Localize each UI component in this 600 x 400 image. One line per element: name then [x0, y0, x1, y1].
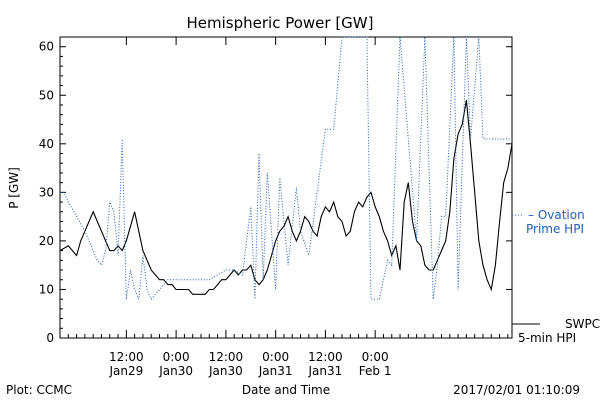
x-tick-label: 12:00	[308, 350, 343, 364]
legend-ovation: – Ovation Prime HPI	[512, 208, 585, 236]
x-tick-date-label: Jan30	[158, 364, 193, 378]
x-axis: 12:00Jan290:00Jan3012:00Jan300:00Jan3112…	[67, 37, 509, 378]
series-line-ovation-prime-hpi	[60, 36, 512, 301]
legend-ovation-line1: – Ovation	[528, 208, 585, 222]
x-tick-label: 12:00	[109, 350, 144, 364]
x-tick-date-label: Feb 1	[359, 364, 392, 378]
legend-swpc-line2: 5-min HPI	[518, 331, 576, 345]
x-tick-date-label: Jan30	[208, 364, 243, 378]
footer-source: Plot: CCMC	[6, 383, 72, 397]
legend-swpc: SWPC 5-min HPI	[512, 317, 600, 345]
legend-swpc-line1: SWPC	[565, 317, 600, 331]
x-tick-label: 0:00	[262, 350, 289, 364]
footer-timestamp: 2017/02/01 01:10:09	[453, 383, 580, 397]
y-axis-label: P [GW]	[7, 167, 21, 209]
y-tick-label: 60	[39, 40, 54, 54]
series-line-swpc-hpi	[59, 100, 513, 295]
y-tick-label: 40	[39, 137, 54, 151]
y-axis: 0 10 20 30 40 50 60	[39, 40, 512, 345]
y-tick-label: 50	[39, 88, 54, 102]
x-tick-label: 0:00	[163, 350, 190, 364]
chart-title: Hemispheric Power [GW]	[187, 14, 374, 32]
x-axis-label: Date and Time	[242, 383, 330, 397]
plot-frame	[59, 36, 513, 339]
y-tick-label: 0	[46, 331, 54, 345]
y-tick-label: 20	[39, 234, 54, 248]
x-tick-date-label: Jan29	[108, 364, 143, 378]
legend-ovation-line2: Prime HPI	[526, 222, 584, 236]
y-tick-label: 30	[39, 185, 54, 199]
series-layer	[59, 36, 513, 301]
x-tick-date-label: Jan31	[308, 364, 343, 378]
x-tick-date-label: Jan31	[258, 364, 293, 378]
x-tick-label: 0:00	[362, 350, 389, 364]
x-tick-label: 12:00	[209, 350, 244, 364]
y-tick-label: 10	[39, 282, 54, 296]
